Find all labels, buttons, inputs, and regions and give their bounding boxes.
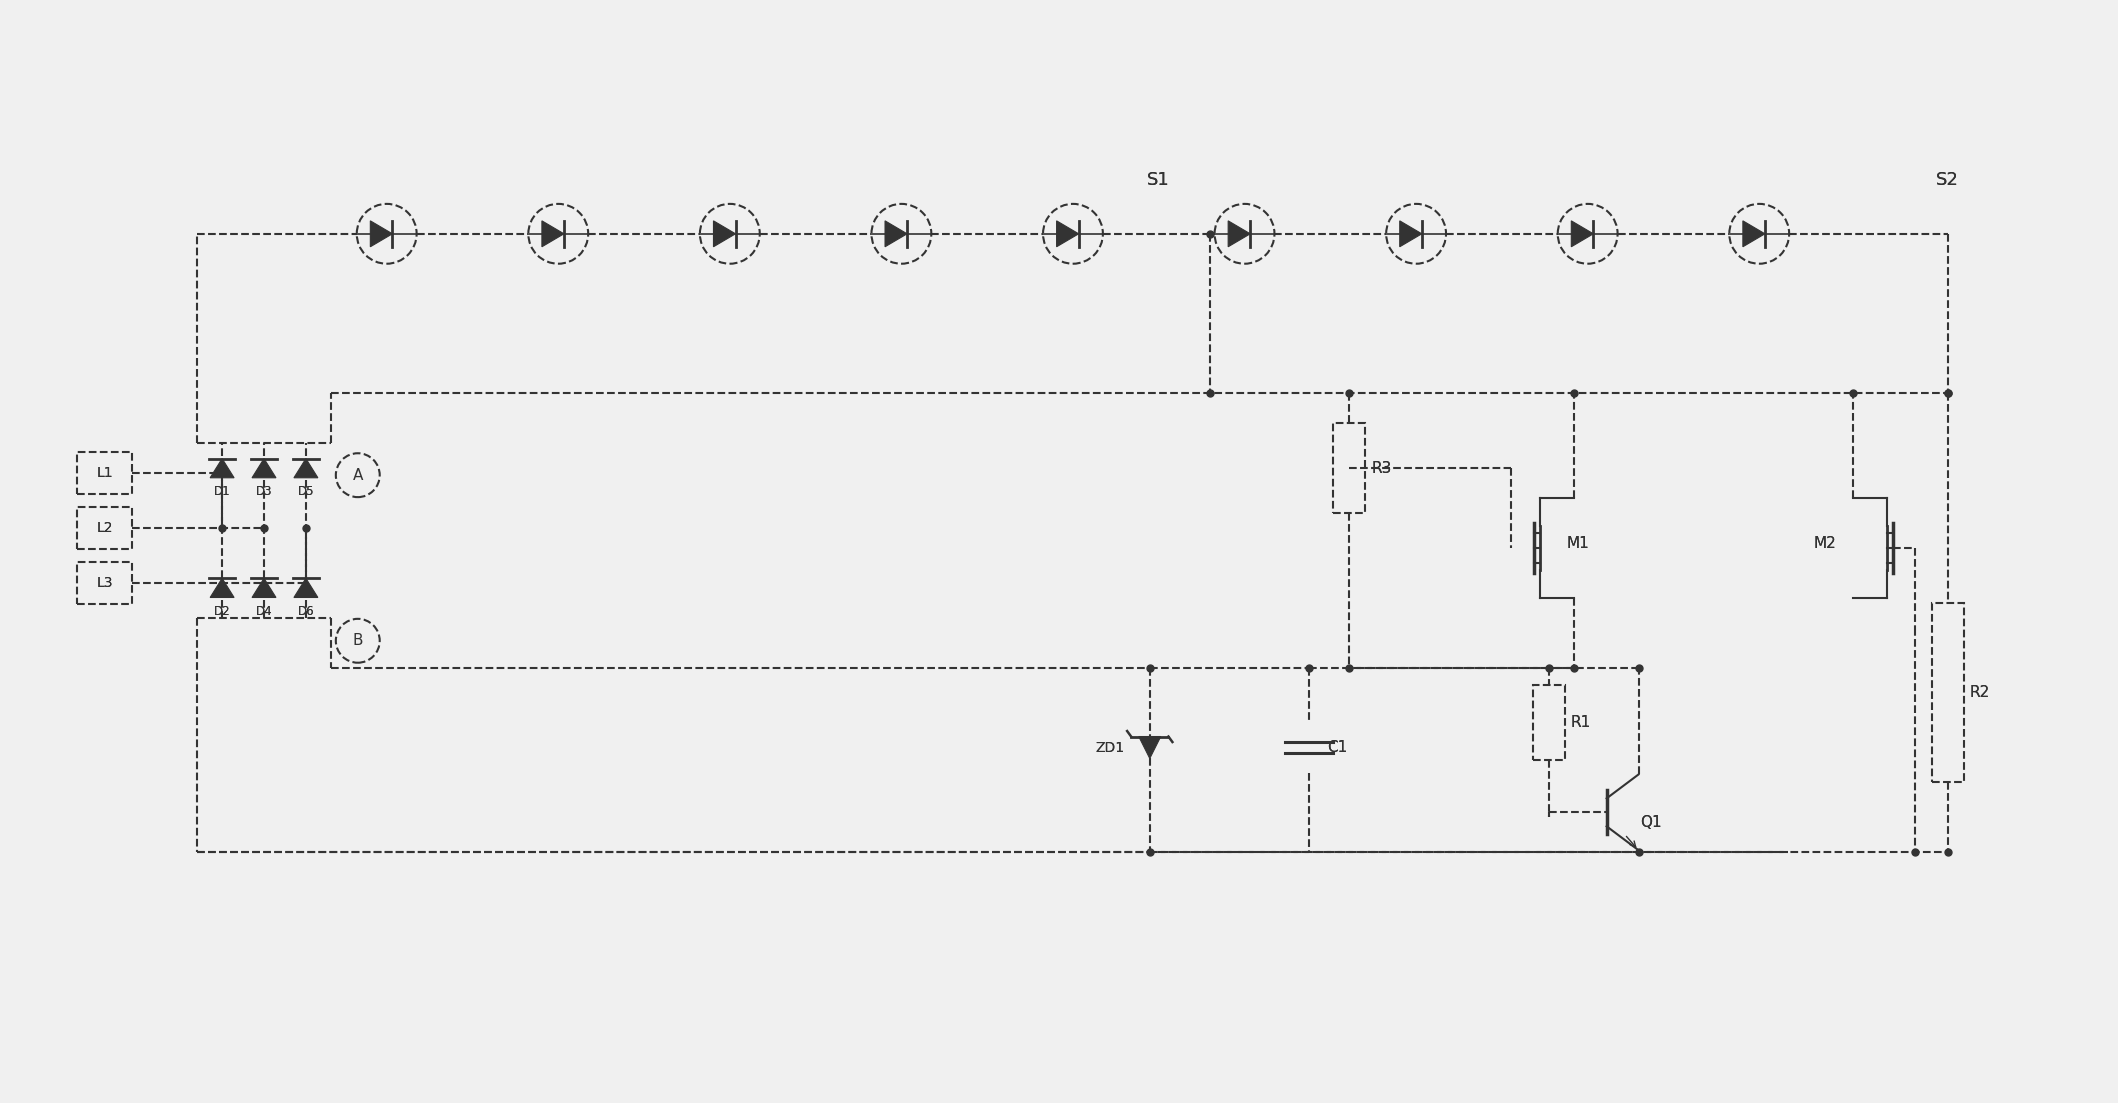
Polygon shape — [252, 459, 275, 478]
Text: D1: D1 — [214, 485, 231, 499]
Text: L3: L3 — [97, 576, 112, 590]
Polygon shape — [1228, 221, 1250, 247]
Text: L1: L1 — [97, 467, 112, 480]
Text: M2: M2 — [1813, 536, 1836, 550]
Text: Q1: Q1 — [1641, 815, 1663, 829]
Polygon shape — [714, 221, 735, 247]
Text: ZD1: ZD1 — [1095, 740, 1125, 754]
Text: A: A — [352, 468, 362, 483]
Text: D4: D4 — [256, 604, 273, 618]
Text: D6: D6 — [299, 604, 313, 618]
Text: D4: D4 — [256, 604, 273, 618]
Text: D3: D3 — [256, 485, 273, 499]
Text: L2: L2 — [97, 521, 112, 535]
Polygon shape — [1572, 221, 1593, 247]
Polygon shape — [542, 221, 563, 247]
Text: ZD1: ZD1 — [1095, 740, 1125, 754]
Text: D5: D5 — [299, 485, 313, 499]
Text: B: B — [352, 633, 362, 649]
Polygon shape — [885, 221, 907, 247]
Text: D6: D6 — [299, 604, 313, 618]
Bar — [1932, 603, 1963, 782]
Text: D1: D1 — [214, 485, 231, 499]
Text: R1: R1 — [1572, 715, 1591, 730]
Polygon shape — [1400, 221, 1421, 247]
Polygon shape — [252, 578, 275, 598]
Text: R3: R3 — [1370, 461, 1392, 475]
Bar — [78, 507, 131, 549]
Text: R2: R2 — [1970, 685, 1991, 700]
Text: L1: L1 — [97, 467, 112, 480]
Text: L2: L2 — [97, 521, 112, 535]
Polygon shape — [210, 459, 235, 478]
Text: Q1: Q1 — [1641, 815, 1663, 829]
Polygon shape — [1743, 221, 1764, 247]
Polygon shape — [1057, 221, 1078, 247]
Text: R3: R3 — [1370, 461, 1392, 475]
Polygon shape — [371, 221, 392, 247]
Text: M2: M2 — [1813, 536, 1836, 550]
Text: M1: M1 — [1567, 536, 1588, 550]
Text: R1: R1 — [1572, 715, 1591, 730]
Bar — [1533, 685, 1565, 760]
Polygon shape — [1139, 737, 1161, 759]
Polygon shape — [294, 459, 318, 478]
Text: M1: M1 — [1567, 536, 1588, 550]
Text: R2: R2 — [1970, 685, 1991, 700]
Text: S2: S2 — [1936, 171, 1959, 189]
Text: S1: S1 — [1148, 171, 1169, 189]
Text: C1: C1 — [1328, 740, 1347, 756]
Text: D2: D2 — [214, 604, 231, 618]
Text: D3: D3 — [256, 485, 273, 499]
Text: S1: S1 — [1148, 171, 1169, 189]
Bar — [78, 452, 131, 494]
Polygon shape — [294, 578, 318, 598]
Bar — [78, 561, 131, 603]
Text: C1: C1 — [1328, 740, 1347, 756]
Text: D5: D5 — [299, 485, 313, 499]
Text: D2: D2 — [214, 604, 231, 618]
Polygon shape — [210, 578, 235, 598]
Bar — [1334, 424, 1366, 513]
Text: L3: L3 — [97, 576, 112, 590]
Text: S2: S2 — [1936, 171, 1959, 189]
